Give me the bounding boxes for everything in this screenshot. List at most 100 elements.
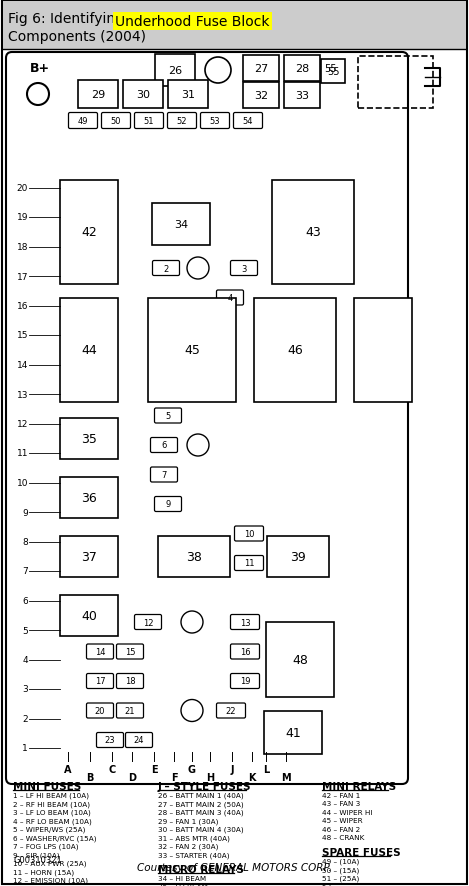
Text: 3: 3 [242,264,247,273]
Text: 16: 16 [240,648,250,657]
Bar [272,180,354,284]
Text: 7: 7 [22,567,28,576]
Text: 49: 49 [78,117,88,126]
Text: 1: 1 [22,743,28,752]
Text: 10: 10 [244,530,254,539]
Text: 12 – EMISSION (10A): 12 – EMISSION (10A) [13,877,88,883]
Text: 4 – RF LO BEAM (10A): 4 – RF LO BEAM (10A) [13,818,92,824]
FancyBboxPatch shape [68,113,98,129]
Bar [284,56,320,82]
FancyBboxPatch shape [97,733,123,748]
Text: 49 – (10A): 49 – (10A) [322,858,359,865]
Bar [254,299,336,402]
Text: 38: 38 [186,550,202,563]
Text: 41: 41 [285,726,301,739]
Text: L: L [263,764,269,774]
Text: 27 – BATT MAIN 2 (50A): 27 – BATT MAIN 2 (50A) [158,801,243,807]
FancyBboxPatch shape [167,113,197,129]
Bar [266,622,334,697]
Bar [60,299,118,402]
Text: 50: 50 [111,117,121,126]
FancyBboxPatch shape [116,673,144,688]
Text: 39: 39 [290,550,306,563]
Text: 20: 20 [95,706,105,715]
Text: 9 – SIR (10A): 9 – SIR (10A) [13,851,60,858]
Text: C: C [108,764,116,774]
Text: 6 – WASHER/RVC (15A): 6 – WASHER/RVC (15A) [13,835,97,841]
Text: 37: 37 [81,550,97,563]
Text: 32 – FAN 2 (30A): 32 – FAN 2 (30A) [158,843,219,850]
Text: F: F [171,772,177,782]
Text: 53: 53 [210,117,220,126]
FancyBboxPatch shape [230,673,259,688]
Text: 14: 14 [16,361,28,369]
FancyBboxPatch shape [135,615,161,630]
Text: G: G [188,764,196,774]
Text: 26 – BATT MAIN 1 (40A): 26 – BATT MAIN 1 (40A) [158,792,243,798]
Text: Fig 6: Identifying: Fig 6: Identifying [8,12,129,26]
Text: 52 –: 52 – [322,883,337,886]
Text: 50 – (15A): 50 – (15A) [322,867,359,873]
Bar [284,83,320,109]
Text: 2 – RF HI BEAM (10A): 2 – RF HI BEAM (10A) [13,801,90,807]
Text: 48 – CRANK: 48 – CRANK [322,835,364,841]
Text: A: A [64,764,72,774]
Text: E: E [151,764,157,774]
Text: 51: 51 [144,117,154,126]
Text: 6: 6 [161,441,166,450]
Bar [354,299,412,402]
FancyBboxPatch shape [152,261,180,276]
Text: J – STYLE FUSES: J – STYLE FUSES [158,781,251,791]
Bar [155,55,195,87]
Text: 6: 6 [22,596,28,605]
Text: 20: 20 [16,183,28,193]
Bar [60,595,118,636]
Text: 12: 12 [143,618,153,626]
FancyBboxPatch shape [101,113,130,129]
Circle shape [181,700,203,722]
Text: G00310321: G00310321 [13,855,62,864]
Text: 46 – FAN 2: 46 – FAN 2 [322,826,360,832]
Text: 17: 17 [16,272,28,281]
Text: 26: 26 [168,66,182,76]
Text: 21: 21 [125,706,135,715]
Text: 35 – LO BEAM: 35 – LO BEAM [158,883,208,886]
FancyBboxPatch shape [151,468,177,483]
Text: 42: 42 [81,226,97,239]
Text: 54: 54 [243,117,253,126]
Text: 33 – STARTER (40A): 33 – STARTER (40A) [158,851,229,858]
Text: 15: 15 [16,331,28,340]
FancyBboxPatch shape [217,291,243,306]
Bar [60,418,118,460]
Text: 36: 36 [81,491,97,504]
Bar [168,81,208,109]
Text: 3: 3 [22,685,28,694]
Text: 4: 4 [227,293,233,303]
Text: 31: 31 [181,89,195,100]
Text: 3 – LF LO BEAM (10A): 3 – LF LO BEAM (10A) [13,809,91,816]
Text: 45 – WIPER: 45 – WIPER [322,818,363,824]
Bar [60,536,118,578]
Bar [148,299,236,402]
Text: 19: 19 [16,214,28,222]
Bar [243,56,279,82]
Text: 44 – WIPER HI: 44 – WIPER HI [322,809,372,815]
Text: 13: 13 [16,390,28,399]
FancyBboxPatch shape [116,703,144,719]
Text: Components (2004): Components (2004) [8,30,146,44]
Text: MICRO RELAYS: MICRO RELAYS [158,864,244,874]
Bar [267,536,329,578]
Text: 4: 4 [23,656,28,664]
Text: 48: 48 [292,653,308,666]
Text: 55: 55 [327,67,339,77]
Circle shape [181,611,203,633]
FancyBboxPatch shape [230,644,259,659]
Text: 43 – FAN 3: 43 – FAN 3 [322,801,360,806]
Text: 11 – HORN (15A): 11 – HORN (15A) [13,868,74,875]
FancyBboxPatch shape [217,703,245,719]
Text: 8: 8 [22,538,28,547]
Text: 10: 10 [16,478,28,487]
Bar [3,2,466,50]
Text: 5: 5 [22,626,28,634]
Text: 29: 29 [91,89,105,100]
